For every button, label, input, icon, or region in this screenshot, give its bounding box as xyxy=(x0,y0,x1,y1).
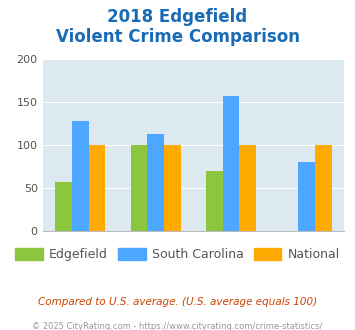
Text: 2018 Edgefield: 2018 Edgefield xyxy=(108,8,247,26)
Bar xyxy=(315,145,332,231)
Bar xyxy=(223,96,240,231)
Bar xyxy=(240,145,256,231)
Bar xyxy=(206,171,223,231)
Bar xyxy=(72,121,89,231)
Text: Violent Crime Comparison: Violent Crime Comparison xyxy=(55,28,300,46)
Bar xyxy=(298,162,315,231)
Text: © 2025 CityRating.com - https://www.cityrating.com/crime-statistics/: © 2025 CityRating.com - https://www.city… xyxy=(32,322,323,330)
Text: Compared to U.S. average. (U.S. average equals 100): Compared to U.S. average. (U.S. average … xyxy=(38,297,317,307)
Bar xyxy=(89,145,105,231)
Bar xyxy=(164,145,181,231)
Bar xyxy=(55,182,72,231)
Bar xyxy=(147,134,164,231)
Bar xyxy=(131,145,147,231)
Legend: Edgefield, South Carolina, National: Edgefield, South Carolina, National xyxy=(10,243,345,266)
